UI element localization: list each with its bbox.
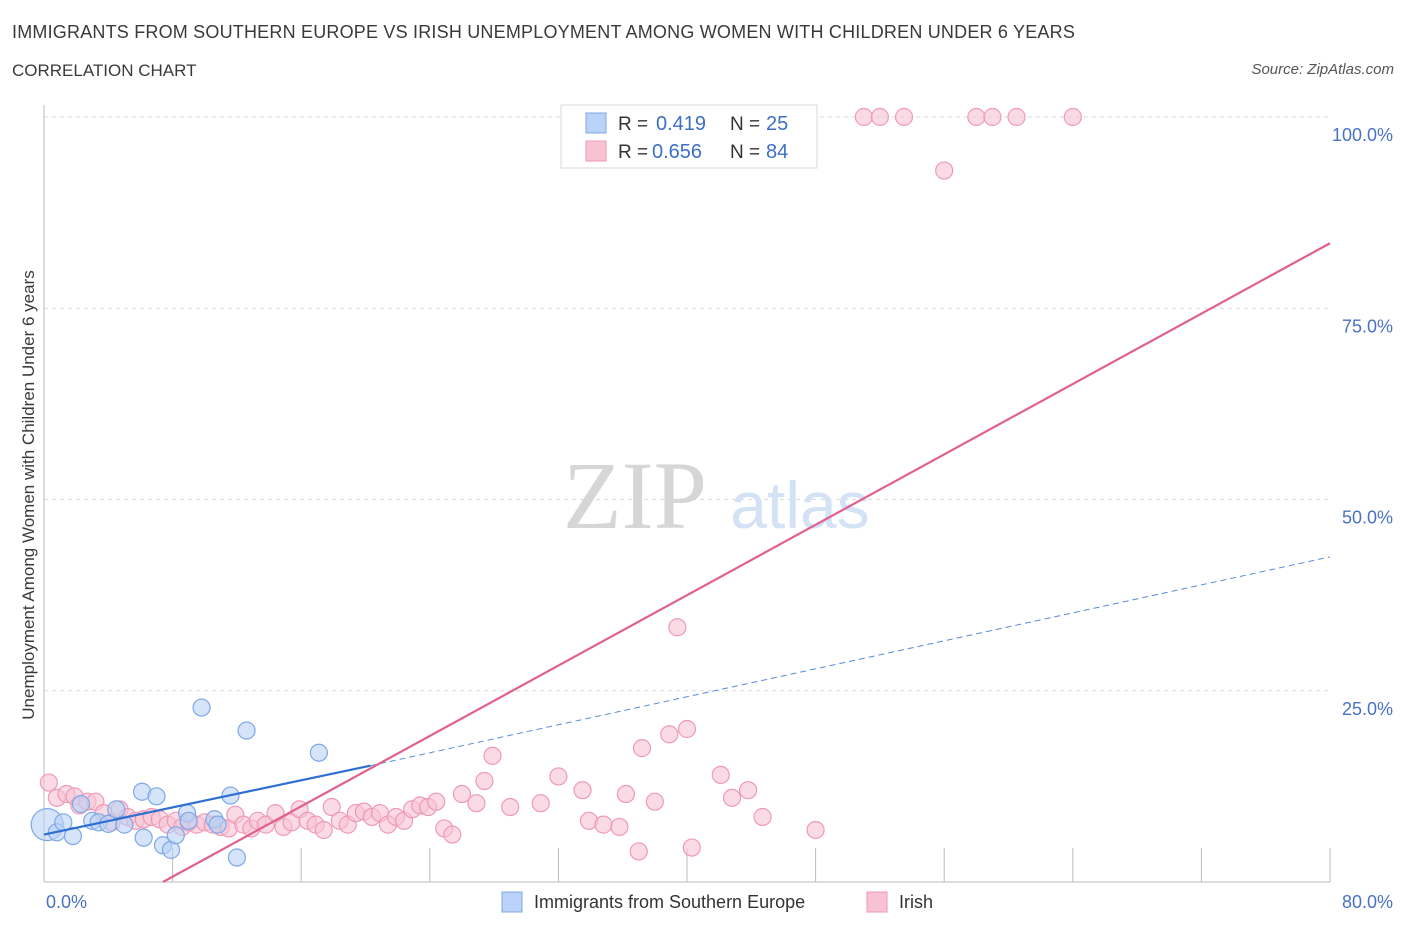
southern-europe-point [237, 721, 256, 740]
y-tick-label: 25.0% [1342, 699, 1393, 719]
irish-point [738, 781, 758, 800]
irish-point [501, 797, 520, 817]
irish-point [443, 825, 462, 844]
southern-europe-point [179, 811, 198, 830]
irish-point [753, 807, 772, 827]
trend-lines [43, 242, 1331, 883]
irish-point [806, 820, 825, 840]
watermark: ZIP atlas [563, 442, 870, 549]
legend-bottom-label: Immigrants from Southern Europe [534, 892, 805, 912]
irish-point [660, 725, 679, 744]
irish-point [594, 815, 613, 834]
southern-europe-trend-line [43, 764, 371, 836]
legend-r-label: R = [618, 114, 648, 135]
legend-n-label: N = [730, 142, 760, 163]
chart-subtitle: CORRELATION CHART [12, 61, 197, 80]
legend-top: R = 0.419 N = 25 R = 0.656 N = 84 [560, 104, 818, 169]
southern-europe-point [166, 826, 185, 845]
southern-europe-point [309, 743, 328, 762]
southern-europe-point [134, 828, 153, 847]
irish-point [632, 739, 652, 758]
irish-point [483, 746, 502, 765]
southern-europe-point [71, 794, 91, 814]
irish-point [711, 765, 730, 785]
irish-point [983, 107, 1002, 127]
irish-point [935, 161, 954, 180]
irish-point [616, 784, 636, 804]
southern-europe-trend-dashed [370, 556, 1331, 767]
irish-point [894, 107, 914, 127]
irish-point [1007, 107, 1026, 127]
irish-point [722, 788, 742, 807]
southern-europe-point [192, 698, 211, 717]
watermark-atlas: atlas [730, 468, 869, 542]
irish-point [39, 773, 58, 792]
y-tick-label: 50.0% [1342, 508, 1393, 528]
irish-point [475, 771, 494, 791]
southern-europe-point [147, 787, 166, 806]
chart-title: IMMIGRANTS FROM SOUTHERN EUROPE VS IRISH… [12, 22, 1076, 42]
irish-trend-line [162, 242, 1331, 883]
irish-point [531, 794, 550, 813]
irish-point [967, 107, 986, 127]
irish-point [549, 767, 568, 786]
irish-point [467, 794, 486, 813]
legend-swatch-pink [585, 140, 607, 162]
irish-point [322, 797, 341, 817]
legend-r-value: 0.656 [652, 141, 702, 163]
x-tick-label: 80.0% [1342, 892, 1393, 912]
southern-europe-point [227, 848, 246, 867]
legend-bottom-label: Irish [899, 892, 933, 912]
y-tick-label: 100.0% [1332, 125, 1393, 145]
legend-bottom-swatch-pink [866, 891, 888, 913]
irish-point [1063, 107, 1082, 127]
legend-r-label: R = [618, 142, 648, 163]
source-label: Source: ZipAtlas.com [1251, 61, 1394, 78]
irish-point [610, 817, 629, 837]
irish-point [854, 107, 873, 127]
irish-point [682, 838, 701, 857]
legend-bottom: Immigrants from Southern Europe Irish [501, 891, 933, 913]
southern-europe-point [208, 815, 227, 834]
irish-point [677, 719, 697, 739]
irish-point [668, 618, 687, 637]
grid-lines [44, 116, 1330, 692]
irish-point [573, 781, 592, 800]
legend-r-value: 0.419 [656, 113, 706, 135]
southern-europe-points [30, 698, 328, 867]
legend-n-value: 84 [766, 141, 788, 163]
southern-europe-point [115, 815, 134, 834]
legend-n-value: 25 [766, 113, 788, 135]
y-tick-label: 75.0% [1342, 316, 1393, 336]
legend-n-label: N = [730, 114, 760, 135]
southern-europe-point [107, 800, 126, 819]
y-axis-title: Unemployment Among Women with Children U… [19, 270, 38, 719]
irish-point [427, 792, 446, 811]
watermark-zip: ZIP [563, 442, 707, 549]
irish-point [629, 842, 648, 861]
legend-swatch-blue [585, 112, 607, 134]
irish-points [39, 107, 1082, 861]
x-tick-label: 0.0% [46, 892, 87, 912]
y-tick-labels: 100.0% 75.0% 50.0% 25.0% [1332, 125, 1393, 719]
legend-bottom-swatch-blue [501, 891, 523, 913]
irish-point [645, 792, 664, 811]
irish-point [452, 784, 472, 804]
irish-point [314, 820, 333, 840]
x-tick-labels: 0.0% 80.0% [46, 892, 1393, 912]
irish-point [870, 107, 890, 127]
